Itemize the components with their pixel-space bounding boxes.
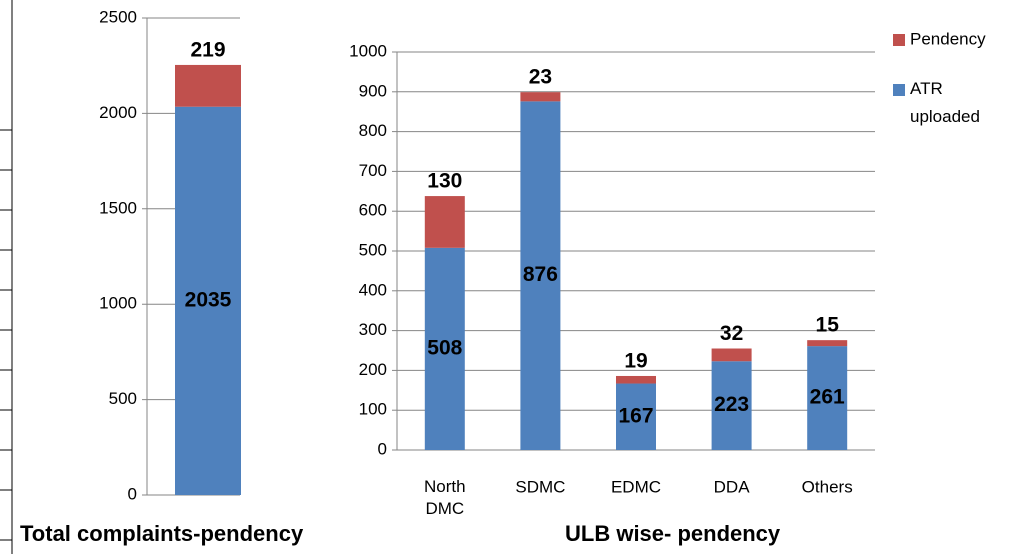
chart-title: ULB wise- pendency <box>565 521 781 546</box>
bar-segment <box>807 346 848 450</box>
y-tick-label: 2000 <box>99 103 137 122</box>
value-label: 2035 <box>185 288 232 311</box>
y-tick-label: 1000 <box>99 294 137 313</box>
y-tick-label: 100 <box>359 400 387 419</box>
value-label: 15 <box>816 314 840 337</box>
y-tick-label: 600 <box>359 201 387 220</box>
y-tick-label: 200 <box>359 360 387 379</box>
y-tick-label: 1000 <box>349 41 387 60</box>
bar-segment <box>175 64 241 107</box>
value-label: 508 <box>427 336 462 359</box>
y-tick-label: 500 <box>109 389 137 408</box>
table-edge <box>0 0 13 554</box>
value-label: 130 <box>427 170 462 193</box>
y-tick-label: 1500 <box>99 198 137 217</box>
y-tick-label: 300 <box>359 320 387 339</box>
x-tick-label: EDMC <box>611 477 661 496</box>
y-tick-label: 500 <box>359 240 387 259</box>
bar-segment <box>711 348 752 362</box>
value-label: 167 <box>618 404 653 427</box>
value-label: 261 <box>810 386 845 409</box>
value-label: 32 <box>720 322 743 345</box>
bar-segment <box>424 247 465 450</box>
y-tick-label: 800 <box>359 121 387 140</box>
y-tick-label: 2500 <box>99 7 137 26</box>
value-label: 23 <box>529 66 552 89</box>
legend-label: ATR uploaded <box>910 79 980 126</box>
value-label: 223 <box>714 393 749 416</box>
bar-segment <box>807 340 848 347</box>
legend-label: Pendency <box>910 29 986 48</box>
y-tick-label: 0 <box>378 439 387 458</box>
legend-swatch <box>893 84 905 96</box>
x-tick-label: DDA <box>714 477 751 496</box>
y-tick-label: 400 <box>359 280 387 299</box>
chart-title: Total complaints-pendency <box>20 521 304 546</box>
bar-segment <box>711 361 752 450</box>
y-tick-label: 700 <box>359 161 387 180</box>
value-label: 19 <box>624 350 647 373</box>
y-tick-label: 0 <box>128 484 137 503</box>
bar-segment <box>520 101 561 451</box>
y-tick-label: 900 <box>359 81 387 100</box>
x-tick-label: North DMC <box>424 477 466 518</box>
bar-segment <box>616 383 656 450</box>
value-label: 876 <box>523 263 558 286</box>
bar-segment <box>175 106 241 496</box>
x-tick-label: SDMC <box>515 477 565 496</box>
bar-segment <box>424 196 465 248</box>
x-tick-label: Others <box>802 477 853 496</box>
bar-segment <box>520 92 561 102</box>
bar-segment <box>616 375 656 384</box>
legend-swatch <box>893 34 905 46</box>
value-label: 219 <box>190 38 225 61</box>
